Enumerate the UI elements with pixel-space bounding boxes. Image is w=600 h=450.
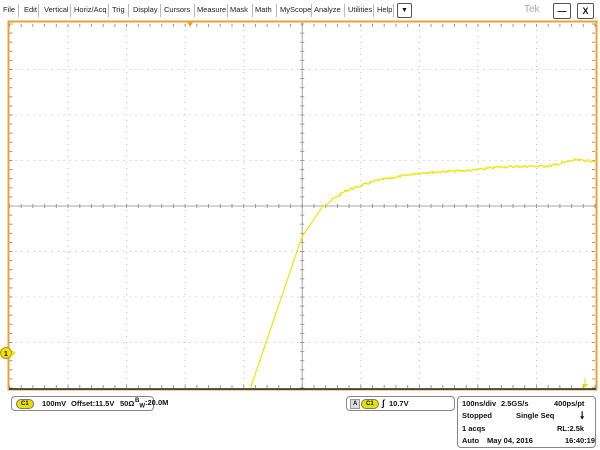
- bandwidth-sub: W: [139, 403, 146, 410]
- menu-measure[interactable]: Measure: [197, 5, 227, 14]
- down-arrow-icon: 🠗: [580, 411, 585, 422]
- waveform-trace-c1: [249, 158, 596, 389]
- rising-edge-icon: ∫: [382, 398, 385, 408]
- vertical-scale: 100mV: [42, 399, 67, 408]
- trigger-source-badge: C1: [361, 399, 379, 410]
- menu-separator: [311, 4, 312, 17]
- trigger-position-marker: [187, 22, 193, 27]
- menu-separator: [227, 4, 228, 17]
- input-impedance: 50Ω: [120, 399, 135, 408]
- triangle-down-icon: ▼: [401, 7, 408, 14]
- menu-separator: [373, 4, 374, 17]
- menu-separator: [194, 4, 195, 17]
- menu-separator: [276, 4, 277, 17]
- menu-separator: [38, 4, 39, 17]
- menu-help[interactable]: Help: [377, 5, 393, 14]
- menu-display[interactable]: Display: [133, 5, 158, 14]
- close-button[interactable]: X: [577, 3, 594, 19]
- channel-1-marker[interactable]: 1: [0, 347, 17, 359]
- channel-1-readout[interactable]: C1 100mV Offset:11.5V 50Ω BW:20.0M: [11, 396, 168, 411]
- menu-math[interactable]: Math: [255, 5, 272, 14]
- menu-myscope[interactable]: MyScope: [280, 5, 312, 14]
- acquisition-state: Stopped: [462, 411, 492, 420]
- timebase: 100ns/div: [462, 399, 497, 408]
- channel-1-marker-label: 1: [4, 351, 8, 358]
- trigger-readout[interactable]: A C1 ∫ 10.7V: [346, 396, 455, 411]
- menu-trig[interactable]: Trig: [112, 5, 125, 14]
- menu-separator: [70, 4, 71, 17]
- menu-separator: [393, 4, 394, 17]
- menu-separator: [344, 4, 345, 17]
- menu-separator: [160, 4, 161, 17]
- resolution: 400ps/pt: [554, 399, 585, 408]
- menu-utilities[interactable]: Utilities: [348, 5, 373, 14]
- menu-bar: File Edit Vertical Horiz/Acq Trig Display Curs…: [0, 0, 600, 20]
- bandwidth-limit: BW:20.0M: [135, 398, 168, 410]
- menu-separator: [128, 4, 129, 17]
- waveform-display: 1: [0, 20, 598, 391]
- minimize-button[interactable]: —: [553, 3, 571, 19]
- menu-cursors[interactable]: Cursors: [164, 5, 191, 14]
- trigger-level: 10.7V: [389, 399, 409, 408]
- menu-analyze[interactable]: Analyze: [314, 5, 341, 14]
- trigger-level-marker: [582, 378, 588, 388]
- trigger-mode: Auto: [462, 436, 480, 445]
- graticule: [9, 22, 596, 389]
- menu-mask[interactable]: Mask: [230, 5, 248, 14]
- menu-horizacq[interactable]: Horiz/Acq: [74, 5, 107, 14]
- acquisition-readout[interactable]: 100ns/div 2.5GS/s 400ps/pt Stopped Singl…: [457, 396, 596, 448]
- menu-separator: [18, 4, 19, 17]
- time: 16:40:19: [565, 436, 596, 445]
- menu-separator: [252, 4, 253, 17]
- vertical-offset: Offset:11.5V: [71, 399, 115, 408]
- menu-vertical[interactable]: Vertical: [44, 5, 69, 14]
- dropdown-button[interactable]: ▼: [397, 3, 412, 18]
- bandwidth-prefix: B: [135, 398, 140, 404]
- acquisition-mode: Single Seq: [516, 411, 555, 420]
- acquisition-count: 1 acqs: [462, 424, 486, 433]
- trigger-a-badge: A: [350, 399, 361, 409]
- menu-separator: [108, 4, 109, 17]
- record-length: RL:2.5k: [557, 424, 585, 433]
- menu-file[interactable]: File: [3, 5, 16, 14]
- sample-rate: 2.5GS/s: [501, 399, 529, 408]
- channel-badge: C1: [16, 399, 34, 410]
- menu-edit[interactable]: Edit: [24, 5, 37, 14]
- date: May 04, 2016: [487, 436, 533, 445]
- tek-logo: Tek: [524, 4, 540, 15]
- bandwidth-value: :20.0M: [145, 398, 169, 407]
